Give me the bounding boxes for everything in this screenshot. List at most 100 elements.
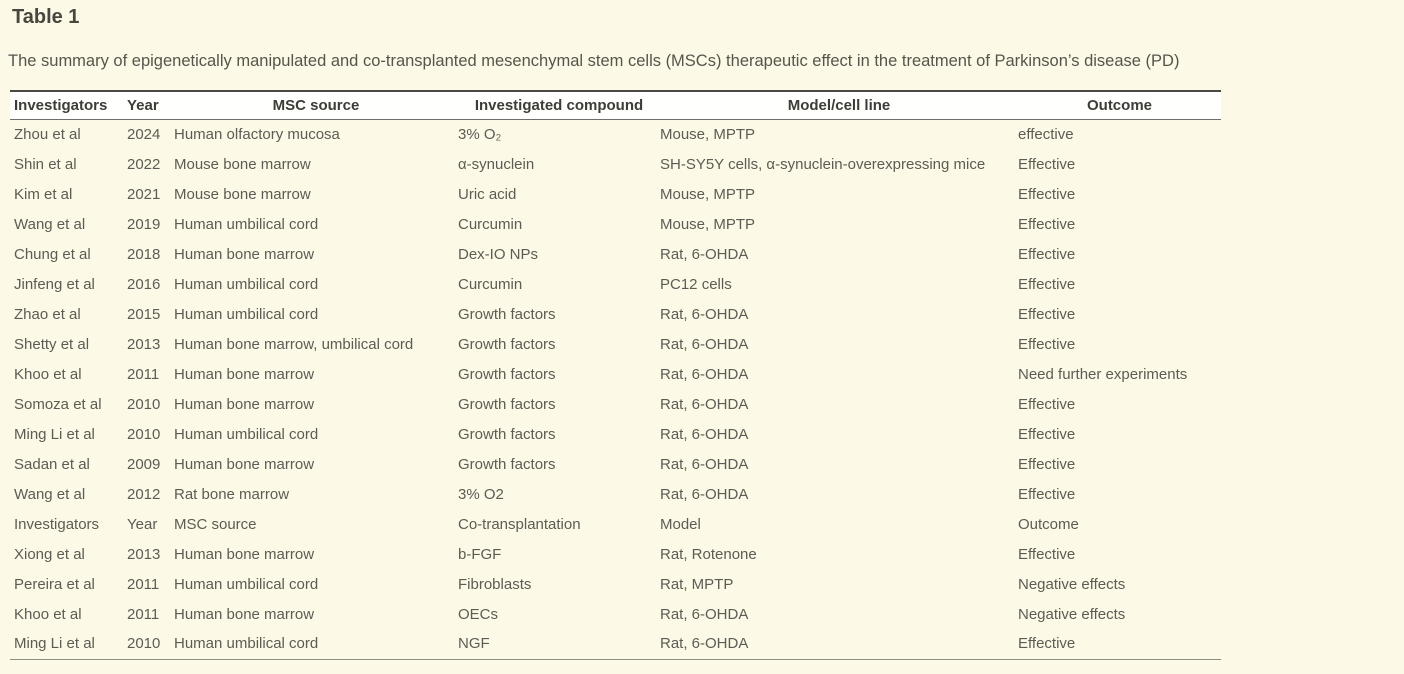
cell-msc-source: Human umbilical cord — [174, 275, 319, 293]
cell-year: 2011 — [127, 605, 160, 623]
cell-investigated-compound: 3% O₂ — [458, 125, 502, 143]
cell-investigators: Jinfeng et al — [14, 275, 95, 293]
cell-year: 2022 — [127, 155, 161, 173]
cell-model-cell-line: Rat, 6-OHDA — [660, 245, 749, 263]
cell-year: 2013 — [127, 335, 161, 353]
cell-msc-source: Human bone marrow — [174, 545, 315, 563]
table-header: Investigators Year MSC source Investigat… — [10, 91, 1221, 119]
table-header-row: Investigators Year MSC source Investigat… — [10, 91, 1221, 119]
cell-investigated-compound: α-synuclein — [458, 155, 535, 173]
cell-outcome: Effective — [1018, 485, 1076, 503]
table-row: Shin et al 2022 Mouse bone marrow α-synucle… — [10, 149, 1221, 179]
cell-outcome: Effective — [1018, 245, 1076, 263]
cell-outcome: Outcome — [1018, 515, 1079, 533]
cell-year: 2010 — [127, 425, 161, 443]
cell-model-cell-line: SH-SY5Y cells, α-synuclein-overexpressin… — [660, 155, 986, 173]
cell-year: 2024 — [127, 125, 161, 143]
cell-investigated-compound: Growth factors — [458, 425, 556, 443]
column-header-outcome: Outcome — [1086, 96, 1152, 114]
cell-investigated-compound: Curcumin — [458, 275, 523, 293]
column-header-year: Year — [127, 96, 159, 114]
page-title: Table 1 — [12, 6, 80, 28]
cell-msc-source: Human bone marrow — [174, 455, 315, 473]
cell-outcome: Effective — [1018, 425, 1076, 443]
cell-investigated-compound: OECs — [458, 605, 499, 623]
cell-investigated-compound: Curcumin — [458, 215, 523, 233]
cell-msc-source: Human bone marrow, umbilical cord — [174, 335, 414, 353]
cell-model-cell-line: Model — [660, 515, 701, 533]
cell-msc-source: Rat bone marrow — [174, 485, 290, 503]
cell-investigators: Sadan et al — [14, 455, 90, 473]
table-row: Shetty et al 2013 Human bone marrow, umbil… — [10, 329, 1221, 359]
cell-outcome: Effective — [1018, 215, 1076, 233]
column-header-msc-source: MSC source — [272, 96, 360, 114]
cell-year: 2018 — [127, 245, 161, 263]
cell-outcome: Effective — [1018, 455, 1076, 473]
cell-model-cell-line: Rat, 6-OHDA — [660, 605, 749, 623]
cell-outcome: Effective — [1018, 335, 1076, 353]
cell-msc-source: Human bone marrow — [174, 365, 315, 383]
cell-year: 2013 — [127, 545, 161, 563]
cell-investigators: Zhou et al — [14, 125, 81, 143]
table-row: Chung et al 2018 Human bone marrow Dex-IO N… — [10, 239, 1221, 269]
cell-outcome: Effective — [1018, 305, 1076, 323]
cell-model-cell-line: Rat, 6-OHDA — [660, 395, 749, 413]
table-row: Zhao et al 2015 Human umbilical cord Growth… — [10, 299, 1221, 329]
cell-investigators: Zhao et al — [14, 305, 81, 323]
table-body: Zhou et al 2024 Human olfactory mucosa 3% O… — [10, 119, 1221, 659]
cell-investigators: Wang et al — [14, 215, 86, 233]
cell-model-cell-line: Rat, 6-OHDA — [660, 335, 749, 353]
column-header-investigated-compound: Investigated compound — [474, 96, 644, 114]
cell-outcome: Need further experiments — [1018, 365, 1188, 383]
cell-outcome: Effective — [1018, 545, 1076, 563]
cell-year: 2016 — [127, 275, 161, 293]
cell-msc-source: Human olfactory mucosa — [174, 125, 340, 143]
cell-investigated-compound: NGF — [458, 635, 490, 653]
cell-outcome: Effective — [1018, 275, 1076, 293]
table-row: Somoza et al 2010 Human bone marrow Growth … — [10, 389, 1221, 419]
cell-year: 2010 — [127, 635, 161, 653]
cell-model-cell-line: Rat, 6-OHDA — [660, 635, 749, 653]
cell-msc-source: Mouse bone marrow — [174, 185, 311, 203]
cell-outcome: effective — [1018, 125, 1074, 143]
cell-model-cell-line: Rat, 6-OHDA — [660, 485, 749, 503]
cell-model-cell-line: Rat, 6-OHDA — [660, 455, 749, 473]
table-row: Pereira et al 2011 Human umbilical cord Fib… — [10, 569, 1221, 599]
table-row: Khoo et al 2011 Human bone marrow OECs Rat, … — [10, 599, 1221, 629]
column-header-model-cell-line: Model/cell line — [787, 96, 891, 114]
cell-outcome: Negative effects — [1018, 605, 1126, 623]
cell-model-cell-line: PC12 cells — [660, 275, 732, 293]
cell-investigators: Shetty et al — [14, 335, 90, 353]
data-table: Investigators Year MSC source Investigat… — [10, 90, 1221, 660]
column-header-investigators: Investigators — [14, 96, 108, 114]
paper-page: Table 1 The summary of epigenetically ma… — [8, 6, 1221, 660]
cell-investigated-compound: b-FGF — [458, 545, 502, 563]
cell-investigated-compound: Fibroblasts — [458, 575, 532, 593]
cell-investigated-compound: Growth factors — [458, 305, 556, 323]
cell-investigators: Pereira et al — [14, 575, 95, 593]
table-row: Xiong et al 2013 Human bone marrow b-FGF Rat… — [10, 539, 1221, 569]
table-row: Zhou et al 2024 Human olfactory mucosa 3% O… — [10, 119, 1221, 149]
cell-investigators: Investigators — [14, 515, 100, 533]
cell-msc-source: Human bone marrow — [174, 605, 315, 623]
cell-investigators: Somoza et al — [14, 395, 102, 413]
cell-year: 2011 — [127, 575, 160, 593]
cell-investigated-compound: Uric acid — [458, 185, 517, 203]
cell-model-cell-line: Mouse, MPTP — [660, 185, 756, 203]
cell-outcome: Effective — [1018, 185, 1076, 203]
cell-investigated-compound: Co-transplantation — [458, 515, 581, 533]
cell-msc-source: Human umbilical cord — [174, 215, 319, 233]
cell-msc-source: Human umbilical cord — [174, 575, 319, 593]
cell-investigated-compound: Growth factors — [458, 395, 556, 413]
cell-outcome: Effective — [1018, 635, 1076, 653]
table-row: Khoo et al 2011 Human bone marrow Growth fa… — [10, 359, 1221, 389]
cell-model-cell-line: Rat, 6-OHDA — [660, 365, 749, 383]
cell-outcome: Negative effects — [1018, 575, 1126, 593]
cell-year: 2009 — [127, 455, 161, 473]
table-row: Sadan et al 2009 Human bone marrow Growth f… — [10, 449, 1221, 479]
cell-investigators: Shin et al — [14, 155, 77, 173]
cell-model-cell-line: Rat, 6-OHDA — [660, 425, 749, 443]
table-caption: The summary of epigenetically manipulate… — [8, 52, 1180, 70]
table-row: Kim et al 2021 Mouse bone marrow Uric acid M… — [10, 179, 1221, 209]
cell-investigated-compound: Growth factors — [458, 455, 556, 473]
